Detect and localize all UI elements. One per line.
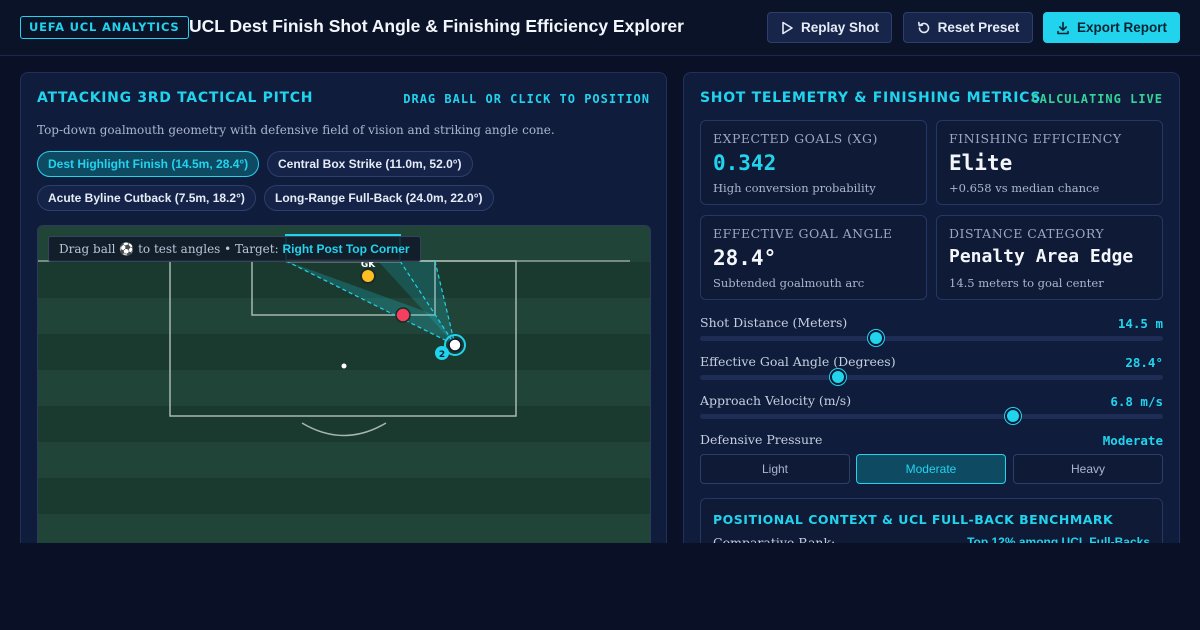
replay-shot-button[interactable]: Replay Shot <box>767 12 892 43</box>
pitch-panel: ATTACKING 3RD TACTICAL PITCH DRAG BALL O… <box>20 72 667 562</box>
pitch-canvas[interactable]: GK 2 <box>38 226 651 555</box>
distance-value: Penalty Area Edge <box>949 246 1134 267</box>
top-bar: UEFA UCL ANALYTICS UCL Dest Finish Shot … <box>0 0 1200 56</box>
angle-slider[interactable] <box>700 369 1163 385</box>
shot-ray-far-post <box>285 260 456 346</box>
angle-slider-label: Effective Goal Angle (Degrees) <box>700 354 896 369</box>
xg-label: EXPECTED GOALS (XG) <box>713 131 878 146</box>
player-marker[interactable] <box>435 346 449 360</box>
viewport-bottom <box>0 543 1200 630</box>
penalty-arc <box>301 422 387 437</box>
goalkeeper-marker[interactable] <box>360 268 376 284</box>
play-icon <box>782 21 793 34</box>
pressure-light-button[interactable]: Light <box>700 454 850 484</box>
defender-marker[interactable] <box>395 307 411 323</box>
pitch-tooltip: Drag ball ⚽ to test angles • Target: Rig… <box>48 236 421 262</box>
live-status: CALCULATING LIVE <box>1031 92 1163 106</box>
preset-acute-byline[interactable]: Acute Byline Cutback (7.5m, 18.2°) <box>37 185 256 211</box>
xg-card: EXPECTED GOALS (XG) 0.342 High conversio… <box>700 120 927 205</box>
penalty-spot <box>341 363 347 369</box>
efficiency-value: Elite <box>949 151 1013 175</box>
xg-sub: High conversion probability <box>713 181 876 195</box>
export-report-button[interactable]: Export Report <box>1043 12 1180 43</box>
ball-marker[interactable] <box>448 338 462 352</box>
reset-preset-button[interactable]: Reset Preset <box>903 12 1033 43</box>
shot-ray-near-post <box>399 260 456 346</box>
app-title: UCL Dest Finish Shot Angle & Finishing E… <box>189 16 684 36</box>
efficiency-sub: +0.658 vs median chance <box>949 181 1100 195</box>
brand-badge: UEFA UCL ANALYTICS <box>20 16 189 39</box>
pitch-panel-subtitle: Top-down goalmouth geometry with defensi… <box>37 123 555 137</box>
velocity-slider-thumb[interactable] <box>1004 408 1021 424</box>
pressure-moderate-button[interactable]: Moderate <box>856 454 1006 484</box>
distance-slider-thumb[interactable] <box>867 330 884 346</box>
velocity-slider-value: 6.8 m/s <box>1110 394 1163 409</box>
replay-shot-label: Replay Shot <box>800 20 879 35</box>
tactical-pitch[interactable]: GK 2 Drag ball ⚽ to test angles • Target… <box>37 225 651 555</box>
distance-slider[interactable] <box>700 330 1163 346</box>
reset-preset-label: Reset Preset <box>937 20 1020 35</box>
shot-ray-target <box>434 260 456 346</box>
efficiency-card: FINISHING EFFICIENCY Elite +0.658 vs med… <box>936 120 1163 205</box>
pitch-tooltip-target: Right Post Top Corner <box>282 242 410 256</box>
rotate-ccw-icon <box>917 21 929 33</box>
efficiency-label: FINISHING EFFICIENCY <box>949 131 1122 146</box>
pressure-heavy-button[interactable]: Heavy <box>1013 454 1163 484</box>
pressure-label: Defensive Pressure <box>700 432 823 447</box>
export-report-label: Export Report <box>1076 20 1167 35</box>
velocity-slider[interactable] <box>700 408 1163 424</box>
goal-angle-label: EFFECTIVE GOAL ANGLE <box>713 226 893 241</box>
shot-angle-cone-near <box>378 261 455 345</box>
distance-label: DISTANCE CATEGORY <box>949 226 1105 241</box>
ball-halo <box>444 334 466 356</box>
distance-card: DISTANCE CATEGORY Penalty Area Edge 14.5… <box>936 215 1163 300</box>
distance-slider-value: 14.5 m <box>1117 316 1163 331</box>
pressure-value: Moderate <box>1102 433 1163 448</box>
angle-slider-thumb[interactable] <box>829 369 846 385</box>
pitch-panel-hint: DRAG BALL OR CLICK TO POSITION <box>403 92 650 106</box>
pitch-panel-title: ATTACKING 3RD TACTICAL PITCH <box>37 90 314 106</box>
goal-angle-card: EFFECTIVE GOAL ANGLE 28.4° Subtended goa… <box>700 215 927 300</box>
preset-dest-highlight[interactable]: Dest Highlight Finish (14.5m, 28.4°) <box>37 151 260 177</box>
velocity-slider-label: Approach Velocity (m/s) <box>700 393 852 408</box>
xg-value: 0.342 <box>713 151 777 175</box>
metrics-panel-title: SHOT TELEMETRY & FINISHING METRICS <box>700 90 1042 106</box>
metrics-panel: SHOT TELEMETRY & FINISHING METRICS CALCU… <box>683 72 1180 562</box>
player-number: 2 <box>439 350 445 360</box>
context-title: POSITIONAL CONTEXT & UCL FULL-BACK BENCH… <box>713 512 1114 527</box>
distance-sub: 14.5 meters to goal center <box>949 276 1104 290</box>
goal-angle-sub: Subtended goalmouth arc <box>713 276 865 290</box>
download-icon <box>1057 21 1069 34</box>
angle-slider-value: 28.4° <box>1125 355 1163 370</box>
pitch-tooltip-text: Drag ball ⚽ to test angles • Target: <box>59 242 279 256</box>
distance-slider-label: Shot Distance (Meters) <box>700 315 848 330</box>
preset-long-range[interactable]: Long-Range Full-Back (24.0m, 22.0°) <box>264 185 494 211</box>
preset-central-box[interactable]: Central Box Strike (11.0m, 52.0°) <box>267 151 473 177</box>
goal-angle-value: 28.4° <box>713 246 777 270</box>
pitch-stripes <box>38 226 650 550</box>
goalkeeper-label: GK <box>361 260 376 270</box>
